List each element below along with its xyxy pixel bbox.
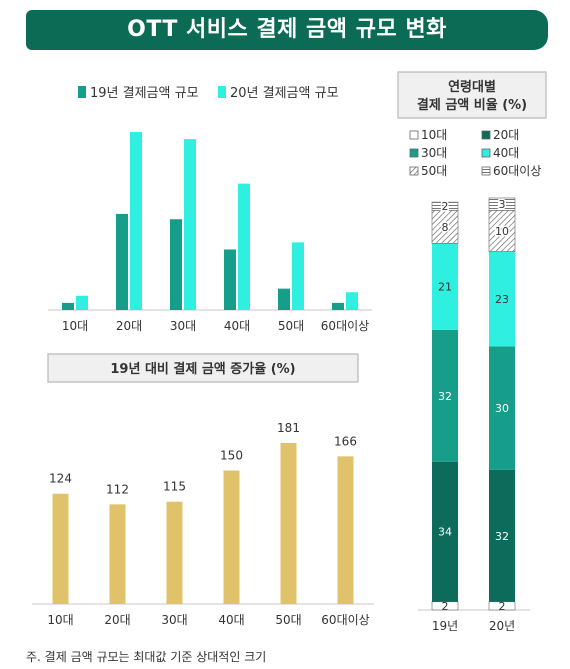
chart2-bar (109, 504, 126, 604)
chart2-x-tick-label: 10대 (47, 613, 73, 627)
chart1-bar (346, 292, 358, 310)
chart3-legend-label: 20대 (493, 128, 519, 142)
chart2-data-label: 166 (334, 434, 357, 448)
chart2-x-tick-label: 40대 (218, 613, 244, 627)
chart3-legend-swatch (481, 166, 491, 176)
chart2-x-tick-label: 50대 (275, 613, 301, 627)
chart3-legend-swatch (409, 166, 419, 176)
chart2-bar (52, 493, 69, 604)
chart3-data-label: 32 (438, 390, 452, 403)
chart3-data-label: 10 (495, 225, 509, 238)
chart3-legend-label: 50대 (421, 164, 447, 178)
chart1-x-tick-label: 40대 (224, 319, 250, 333)
chart3-data-label: 2 (442, 600, 449, 613)
chart1-bar (332, 302, 344, 310)
chart1-x-tick-label: 20대 (116, 319, 142, 333)
chart3-data-label: 2 (499, 600, 506, 613)
chart3-legend-label: 30대 (421, 146, 447, 160)
chart2-bar (166, 501, 183, 604)
chart3-segment (489, 469, 515, 602)
chart3-data-label: 30 (495, 402, 509, 415)
chart3-data-label: 23 (495, 293, 509, 306)
chart2-x-tick-label: 60대이상 (321, 613, 369, 627)
chart3-data-label: 32 (495, 530, 509, 543)
footnote: 주. 결제 금액 규모는 최대값 기준 상대적인 크기 (26, 650, 267, 664)
chart1-bar (292, 242, 304, 310)
chart3-legend-label: 40대 (493, 146, 519, 160)
chart1-legend-label: 19년 결제금액 규모 (90, 86, 199, 101)
chart2-data-label: 112 (106, 482, 129, 496)
chart1-bar (278, 288, 290, 310)
chart1-legend-label: 20년 결제금액 규모 (230, 86, 339, 101)
chart3-segment (432, 329, 458, 462)
chart3-legend-swatch (409, 148, 419, 158)
chart3-segment (488, 210, 516, 252)
chart1-x-tick-label: 50대 (278, 319, 304, 333)
chart1-x-tick-label: 30대 (170, 319, 196, 333)
chart1-bar (224, 249, 236, 310)
chart1-legend-swatch (78, 86, 86, 98)
chart1-bar (130, 132, 142, 310)
chart3-title-line: 결제 금액 비율 (%) (417, 97, 527, 113)
chart1-x-tick-label: 10대 (62, 319, 88, 333)
chart2-data-label: 181 (277, 421, 300, 435)
chart1-bar (76, 295, 88, 310)
chart1-bar (238, 183, 250, 310)
chart3-data-label: 8 (442, 221, 449, 234)
chart3-x-tick-label: 20년 (489, 619, 515, 633)
chart1-x-tick-label: 60대이상 (321, 319, 369, 333)
chart2-title: 19년 대비 결제 금액 증가율 (%) (110, 361, 295, 377)
chart3-segment (431, 201, 459, 211)
chart2-x-tick-label: 20대 (104, 613, 130, 627)
chart2-bar (223, 470, 240, 604)
chart3-legend-swatch (481, 148, 491, 158)
page-title: OTT 서비스 결제 금액 규모 변화 (26, 10, 548, 50)
chart3-data-label: 2 (442, 200, 449, 213)
chart2-data-label: 150 (220, 449, 243, 463)
chart2-data-label: 115 (163, 480, 186, 494)
chart1-bar (116, 213, 128, 310)
chart3-data-label: 3 (499, 198, 506, 211)
chart3-segment (489, 251, 515, 347)
chart2-title-box (47, 353, 359, 383)
chart2-bar (337, 456, 354, 604)
chart3-segment (431, 210, 459, 244)
chart2-x-tick-label: 30대 (161, 613, 187, 627)
chart1-bar (184, 139, 196, 310)
chart3-legend-label: 10대 (421, 128, 447, 142)
chart3-segment (432, 461, 458, 602)
chart3-title-box (397, 71, 547, 119)
chart3-legend-label: 60대이상 (493, 164, 541, 178)
chart3-x-tick-label: 19년 (432, 619, 458, 633)
chart2-data-label: 124 (49, 472, 72, 486)
chart3-segment (488, 197, 516, 211)
chart1-bar (170, 219, 182, 310)
chart2-bar (280, 443, 297, 604)
chart1-bar (62, 302, 74, 310)
chart3-title-line: 연령대별 (448, 79, 496, 95)
chart3-legend-swatch (481, 130, 491, 140)
chart3-data-label: 21 (438, 281, 452, 294)
chart3-data-label: 34 (438, 526, 452, 539)
chart3-legend-swatch (409, 130, 419, 140)
chart3-segment (489, 346, 515, 470)
chart1-legend-swatch (218, 86, 226, 98)
chart3-segment (432, 243, 458, 330)
